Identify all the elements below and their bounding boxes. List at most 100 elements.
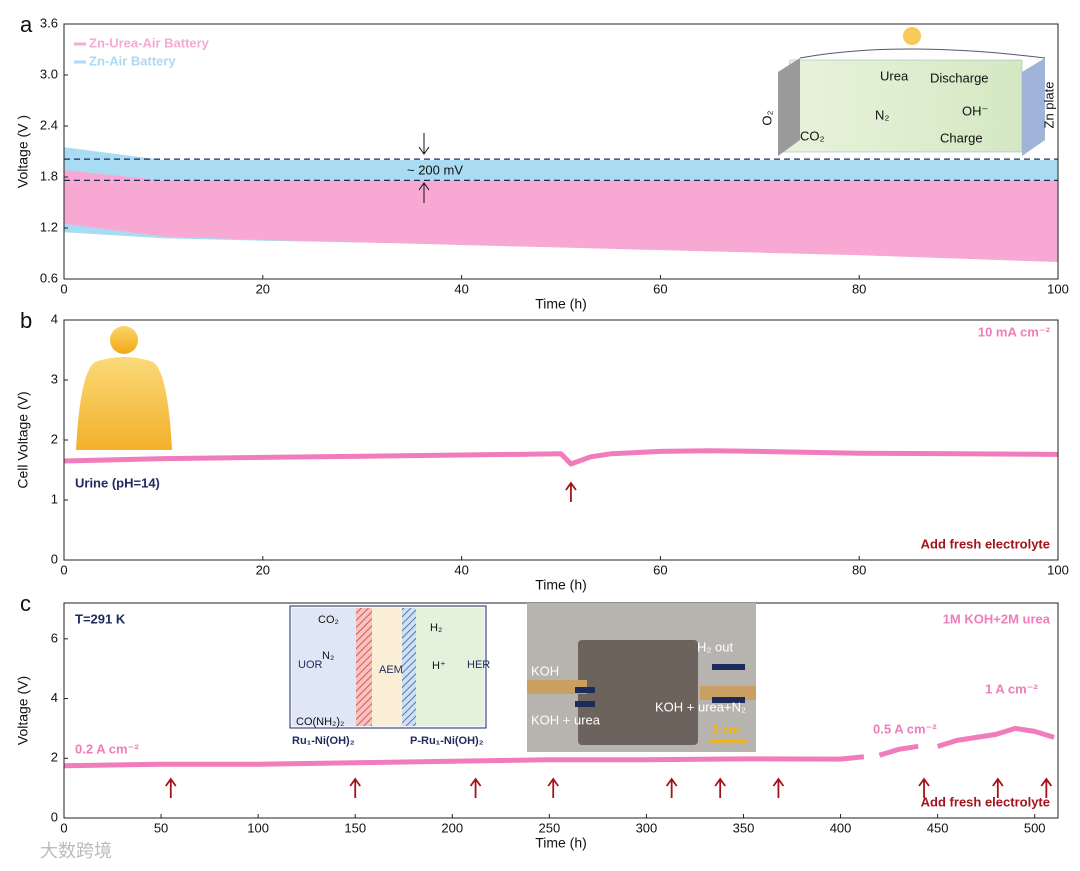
annotation: 0.5 A cm⁻² [873,721,937,736]
x-tick-label: 0 [60,562,67,577]
inset-label: HER [467,659,490,671]
x-tick-label: 450 [927,820,949,835]
x-axis-title: Time (h) [535,835,587,851]
inset-label: Zn plate [1041,82,1056,129]
inset-label: UOR [298,659,323,671]
y-tick-label: 2 [51,750,58,765]
inset-label: O₂ [759,110,774,125]
y-tick-label: 3.6 [40,15,58,30]
x-tick-label: 0 [60,820,67,835]
x-tick-label: 300 [636,820,658,835]
refill-arrow [349,777,361,798]
arrow [418,133,430,203]
x-tick-label: 60 [653,281,667,296]
y-tick-label: 0.6 [40,270,58,285]
x-tick-label: 40 [454,562,468,577]
panel-label: b [20,308,32,333]
inset-label: AEM [379,664,403,676]
inset-label: CO₂ [800,128,825,143]
x-tick-label: 40 [454,281,468,296]
photo-label: KOH [531,663,559,678]
annotation: Add fresh electrolyte [921,794,1050,809]
y-axis-title: Voltage (V ) [15,115,31,188]
device-photo [527,603,756,752]
photo-label: H₂ out [697,639,734,654]
series-label: Urine (pH=14) [75,475,160,490]
annotation: ~ 200 mV [407,162,463,177]
x-tick-label: 0 [60,281,67,296]
x-tick-label: 400 [830,820,852,835]
photo-label: 3 cm [712,723,739,737]
inset-label: H₂ [430,622,442,634]
x-tick-label: 100 [1047,281,1069,296]
refill-arrow [547,777,559,798]
refill-arrow [469,777,482,798]
refill-arrow [1040,777,1053,798]
x-tick-label: 80 [852,562,866,577]
x-tick-label: 250 [539,820,561,835]
panel-label: a [20,12,33,37]
refill-arrow [665,777,678,798]
x-tick-label: 350 [733,820,755,835]
annotation: Add fresh electrolyte [921,536,1050,551]
legend-label: Zn-Urea-Air Battery [89,35,210,50]
y-tick-label: 3.0 [40,66,58,81]
x-tick-label: 20 [256,562,270,577]
photo-label: KOH + urea [531,712,601,727]
human-icon [76,326,172,450]
inset-label: Ru₁-Ni(OH)₂ [292,735,355,747]
refill-arrow [918,777,930,798]
refill-arrow [992,777,1004,798]
legend-label: Zn-Air Battery [89,53,176,68]
annotation: 1 A cm⁻² [985,681,1039,696]
y-axis-title: Cell Voltage (V) [15,391,31,488]
y-tick-label: 2.4 [40,117,58,132]
x-tick-label: 60 [653,562,667,577]
x-tick-label: 20 [256,281,270,296]
y-tick-label: 1.8 [40,168,58,183]
series-label: T=291 K [75,611,126,626]
inset-label: N₂ [875,107,889,122]
inset-label: H⁺ [432,660,446,672]
x-tick-label: 50 [154,820,168,835]
x-tick-label: 150 [344,820,366,835]
y-tick-label: 6 [51,630,58,645]
voltage-line [63,448,1059,467]
inset-label: CO(NH₂)₂ [296,716,344,728]
inset-label: OH⁻ [962,103,988,118]
inset-label: CO₂ [318,614,339,626]
y-tick-label: 2 [51,431,58,446]
inset-label: P-Ru₁-Ni(OH)₂ [410,735,484,747]
voltage-band [64,170,1058,262]
x-tick-label: 100 [1047,562,1069,577]
watermark: 大数跨境 [40,841,112,861]
battery-inset: Urea Discharge O₂ N₂ CO₂ OH⁻ Charge Zn p… [759,27,1056,156]
annotation: 0.2 A cm⁻² [75,741,139,756]
refill-arrow [772,777,785,798]
x-axis-title: Time (h) [535,296,587,312]
inset-label: N₂ [322,650,334,662]
x-tick-label: 100 [247,820,269,835]
x-tick-label: 80 [852,281,866,296]
refill-arrow [565,481,577,502]
inset-label: Urea [880,68,909,83]
inset-label: Discharge [930,70,989,85]
y-tick-label: 4 [51,690,58,705]
y-axis-title: Voltage (V) [15,676,31,745]
x-axis-title: Time (h) [535,577,587,593]
y-tick-label: 1 [51,491,58,506]
refill-arrow [165,777,177,798]
x-tick-label: 500 [1024,820,1046,835]
panel-label: c [20,591,31,616]
photo-label: KOH + urea+N₂ [655,699,746,714]
y-tick-label: 1.2 [40,219,58,234]
y-tick-label: 3 [51,371,58,386]
plot-frame [63,23,1059,280]
inset-label: Charge [940,130,983,145]
voltage-line [63,725,1055,769]
y-tick-label: 0 [51,551,58,566]
y-tick-label: 0 [51,809,58,824]
annotation: 1M KOH+2M urea [943,611,1051,626]
